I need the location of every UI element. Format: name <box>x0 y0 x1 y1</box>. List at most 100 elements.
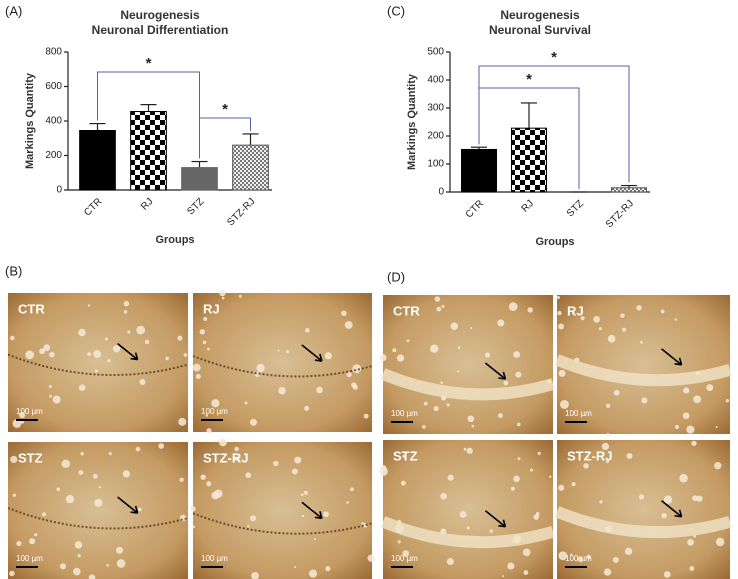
vacuole <box>93 350 102 358</box>
image-label: STZ <box>18 450 43 465</box>
vacuole <box>706 384 714 392</box>
tissue <box>383 295 553 434</box>
vacuole <box>107 359 111 363</box>
vacuole <box>98 486 101 489</box>
vacuole <box>49 394 53 398</box>
x-axis-label: Groups <box>535 236 574 248</box>
vacuole <box>324 352 332 360</box>
micrograph: RJ 100 µm <box>554 295 732 435</box>
vacuole <box>446 557 454 566</box>
image-label: CTR <box>18 301 45 316</box>
vacuole <box>78 328 86 337</box>
x-tick-label: STZ-RJ <box>604 198 636 230</box>
vacuole <box>73 567 81 576</box>
significance-bracket <box>478 87 580 189</box>
vacuole <box>346 501 349 504</box>
micrograph: CTR 100 µm <box>7 293 189 432</box>
vacuole <box>179 477 184 483</box>
micrograph: STZ 100 µm <box>379 440 555 579</box>
arrow <box>117 496 139 514</box>
vacuole <box>466 526 470 530</box>
vacuole <box>25 350 35 360</box>
y-tick-label: 400 <box>45 116 62 127</box>
vacuole <box>92 473 98 479</box>
vacuole <box>308 569 318 578</box>
significance-bracket <box>199 117 251 159</box>
y-tick-label: 0 <box>438 187 444 198</box>
vacuole <box>61 459 70 469</box>
vacuole <box>457 346 461 350</box>
vacuole <box>65 495 75 504</box>
vacuole <box>291 468 298 475</box>
vacuole <box>43 344 51 352</box>
vacuole <box>352 384 358 390</box>
x-tick-label: STZ <box>185 196 206 217</box>
vacuole <box>80 452 84 456</box>
panel-label: (D) <box>387 269 405 284</box>
vacuole <box>682 412 690 420</box>
vacuole <box>350 487 354 492</box>
vacuole <box>52 395 61 404</box>
vacuole <box>158 443 165 449</box>
vacuole <box>440 381 443 384</box>
vacuole <box>221 296 225 300</box>
vacuole <box>641 397 648 404</box>
vacuole <box>450 322 459 330</box>
vacuole <box>205 414 209 417</box>
vacuole <box>537 451 541 456</box>
significance-bracket <box>97 71 200 159</box>
vacuole <box>523 570 529 576</box>
bar <box>611 187 647 193</box>
vacuole <box>136 325 146 335</box>
vacuole <box>661 512 667 519</box>
vacuole <box>49 351 55 358</box>
vacuole <box>316 386 323 394</box>
chart-title: Neurogenesis <box>500 8 580 22</box>
vacuole <box>247 525 250 528</box>
vacuole <box>400 480 406 486</box>
vacuole <box>715 426 718 429</box>
image-label: RJ <box>203 301 220 316</box>
vacuole <box>687 538 694 546</box>
vacuole <box>570 553 573 557</box>
vacuole <box>178 417 187 426</box>
arrow <box>117 342 139 361</box>
vacuole <box>278 386 286 395</box>
arrow <box>661 500 683 518</box>
vacuole <box>39 348 45 355</box>
vacuole <box>177 335 183 341</box>
micrograph: STZ-RJ 100 µm <box>190 438 375 579</box>
significance-label: * <box>146 55 152 72</box>
vacuole <box>679 474 688 483</box>
y-tick-label: 800 <box>45 47 62 58</box>
vacuole <box>605 403 611 408</box>
micrograph: RJ 100 µm <box>192 289 373 434</box>
image-label: STZ-RJ <box>203 450 249 465</box>
x-axis-label: Groups <box>155 234 194 246</box>
y-axis-label: Markings Quantity <box>24 72 36 169</box>
vacuole <box>612 556 619 563</box>
cell-layer <box>554 506 732 539</box>
image-label: CTR <box>393 303 420 318</box>
y-tick-label: 100 <box>427 159 444 170</box>
vacuole <box>249 418 257 426</box>
vacuole <box>513 351 521 359</box>
vacuole <box>466 447 473 455</box>
tissue <box>8 293 188 432</box>
vacuole <box>277 349 280 352</box>
vacuole <box>165 356 169 361</box>
tissue <box>193 442 372 579</box>
vacuole <box>304 405 310 411</box>
vacuole <box>636 305 642 311</box>
vacuole <box>586 554 591 559</box>
vacuole <box>510 486 515 491</box>
scale-label: 100 µm <box>16 407 43 416</box>
vacuole <box>199 329 206 335</box>
vacuole <box>10 455 18 463</box>
y-tick-label: 500 <box>427 47 444 58</box>
vacuole <box>402 454 406 458</box>
vacuole <box>663 495 673 504</box>
scale-label: 100 µm <box>565 409 592 418</box>
significance-label: * <box>526 71 532 88</box>
vacuole <box>686 425 695 434</box>
